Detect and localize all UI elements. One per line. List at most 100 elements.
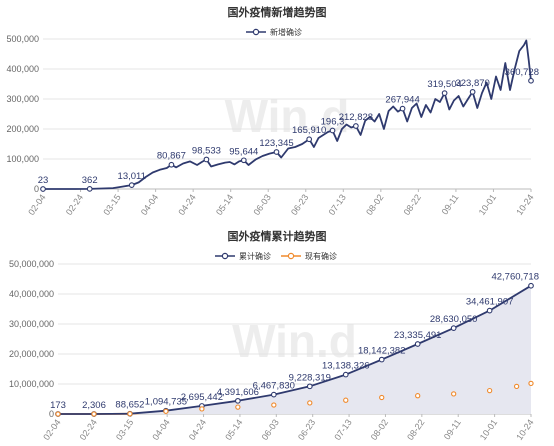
data-point: [271, 402, 277, 408]
data-point: [342, 371, 349, 378]
data-point: [127, 411, 133, 417]
x-tick-label: 02-24: [64, 192, 85, 217]
x-tick-label: 06-03: [251, 192, 272, 217]
series-line: [58, 284, 532, 415]
data-point: [273, 149, 280, 155]
data-point: [486, 307, 493, 314]
data-point: [307, 400, 313, 406]
data-point: [513, 383, 520, 390]
data-label: 88,652: [115, 400, 144, 411]
data-label: 13,011: [118, 171, 146, 182]
series-area: [58, 285, 531, 414]
data-point: [414, 341, 421, 347]
x-tick-label: 04-24: [176, 192, 197, 217]
data-label: 4,391,606: [217, 387, 259, 398]
y-tick-label: 40,000,000: [9, 289, 54, 299]
x-tick-label: 08-02: [364, 192, 385, 217]
x-tick-label: 08-02: [369, 417, 390, 442]
data-label: 173: [50, 400, 66, 411]
x-tick-label: 04-04: [150, 417, 171, 442]
x-tick-label: 02-04: [26, 192, 47, 217]
legend-label: 新增确诊: [270, 27, 302, 37]
legend-item: 新增确诊: [246, 27, 302, 37]
data-point: [306, 383, 313, 390]
data-point: [528, 282, 534, 289]
data-label: 18,142,382: [358, 346, 406, 357]
x-tick-label: 10-24: [514, 192, 535, 217]
x-tick-label: 03-15: [101, 192, 122, 217]
data-point: [415, 393, 421, 399]
x-tick-label: 08-22: [402, 192, 423, 217]
data-point: [469, 88, 476, 95]
y-tick-label: 0: [49, 409, 54, 419]
data-point: [86, 186, 93, 192]
x-tick-label: 02-04: [41, 417, 62, 442]
data-point: [486, 387, 493, 394]
x-tick-label: 06-03: [260, 417, 281, 442]
x-tick-label: 10-24: [514, 417, 535, 442]
data-label: 165,910: [292, 125, 326, 136]
y-tick-label: 500,000: [6, 34, 39, 44]
data-label: 95,644: [229, 146, 258, 157]
legend-marker: [287, 252, 295, 260]
legend-marker: [221, 252, 229, 260]
legend-item: 现有确诊: [281, 251, 337, 261]
data-point: [128, 182, 135, 188]
y-tick-label: 30,000,000: [9, 319, 54, 329]
x-tick-label: 02-24: [78, 417, 99, 442]
chart-title: 国外疫情新增趋势图: [228, 5, 327, 19]
data-point: [399, 105, 406, 112]
data-point: [163, 408, 169, 414]
data-label: 323,870: [455, 78, 489, 89]
data-label: 23: [38, 175, 49, 186]
data-label: 98,533: [192, 145, 221, 156]
data-label: 80,867: [157, 151, 186, 162]
data-label: 360,728: [505, 67, 539, 78]
data-label: 212,828: [339, 112, 373, 123]
data-point: [528, 380, 534, 387]
data-point: [168, 161, 175, 168]
data-point: [270, 391, 277, 398]
data-point: [306, 136, 313, 143]
x-tick-label: 07-13: [332, 417, 353, 442]
data-label: 362: [82, 175, 98, 186]
data-point: [199, 406, 205, 412]
data-point: [528, 77, 534, 84]
data-point: [55, 411, 61, 417]
y-tick-label: 0: [34, 184, 39, 194]
data-label: 23,335,491: [394, 330, 442, 341]
y-tick-label: 200,000: [6, 124, 39, 134]
data-label: 196,3: [321, 117, 345, 128]
data-label: 123,345: [259, 138, 293, 149]
data-label: 267,944: [385, 95, 419, 106]
data-point: [379, 394, 385, 401]
x-tick-label: 08-22: [405, 417, 426, 442]
data-point: [235, 404, 241, 410]
x-tick-label: 03-15: [114, 417, 135, 442]
legend-marker: [252, 28, 260, 36]
data-point: [91, 411, 97, 417]
data-label: 1,094,735: [145, 397, 187, 408]
y-tick-label: 20,000,000: [9, 349, 54, 359]
data-point: [441, 90, 448, 96]
data-point: [378, 356, 385, 363]
data-point: [343, 397, 349, 403]
data-point: [234, 397, 241, 404]
watermark: Win.d: [232, 315, 357, 367]
legend-item: 累计确诊: [215, 251, 271, 261]
x-tick-label: 05-14: [223, 417, 244, 442]
x-tick-label: 10-01: [477, 192, 498, 217]
x-tick-label: 07-13: [327, 192, 348, 217]
x-tick-label: 04-04: [139, 192, 160, 217]
x-tick-label: 06-23: [289, 192, 310, 217]
data-label: 42,760,718: [491, 272, 539, 283]
x-tick-label: 06-23: [296, 417, 317, 442]
cumulative-cases-chart: 国外疫情累计趋势图 累计确诊 现有确诊 Win.d 0 10,000,000 20,000,…: [0, 224, 554, 446]
y-tick-label: 400,000: [6, 64, 39, 74]
data-point: [203, 156, 210, 163]
data-label: 319,504: [427, 79, 461, 90]
data-label: 9,228,319: [289, 372, 331, 383]
x-tick-label: 04-24: [187, 417, 208, 442]
data-point: [451, 391, 457, 397]
